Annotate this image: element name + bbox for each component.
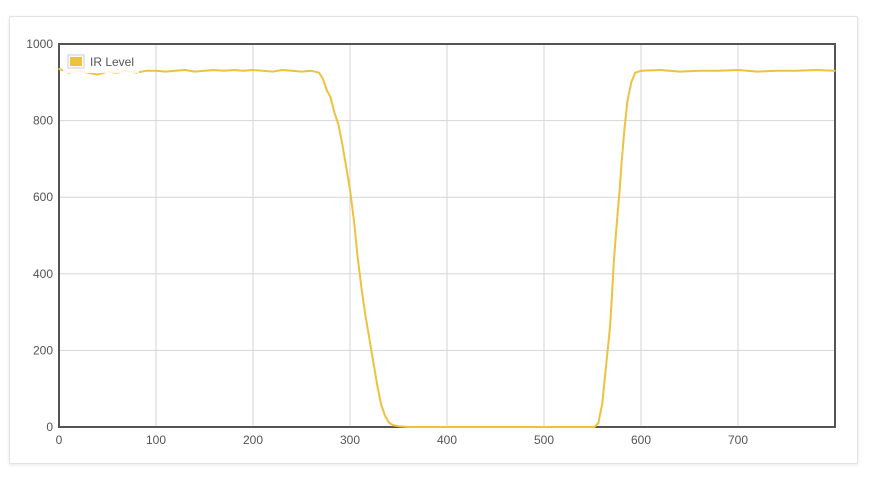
data-point bbox=[388, 421, 390, 424]
data-point bbox=[203, 70, 206, 72]
data-point bbox=[640, 70, 642, 72]
data-point bbox=[737, 69, 739, 71]
data-point bbox=[174, 70, 177, 72]
data-point bbox=[659, 69, 662, 71]
data-point bbox=[776, 70, 778, 72]
data-point bbox=[360, 288, 363, 290]
data-point bbox=[325, 89, 328, 91]
legend-swatch bbox=[70, 57, 82, 66]
data-point bbox=[281, 69, 283, 71]
data-point bbox=[543, 426, 545, 428]
data-point bbox=[582, 426, 584, 428]
data-point bbox=[620, 161, 623, 164]
data-point bbox=[357, 257, 359, 260]
y-tick-label: 800 bbox=[33, 114, 53, 128]
legend-label: IR Level bbox=[90, 55, 134, 69]
data-point bbox=[756, 70, 759, 73]
data-point bbox=[353, 219, 355, 221]
data-point bbox=[333, 112, 336, 114]
data-point bbox=[341, 142, 344, 145]
data-point bbox=[232, 69, 235, 71]
data-point bbox=[795, 70, 797, 72]
data-point bbox=[623, 127, 626, 130]
data-point bbox=[291, 70, 293, 72]
data-point bbox=[446, 426, 448, 428]
x-tick-label: 0 bbox=[56, 433, 63, 447]
x-tick-label: 400 bbox=[437, 433, 457, 447]
data-point bbox=[593, 426, 596, 428]
data-point bbox=[609, 326, 611, 329]
data-point bbox=[698, 70, 700, 72]
chart-panel bbox=[9, 16, 858, 464]
data-point bbox=[184, 69, 186, 71]
y-tick-label: 600 bbox=[33, 190, 53, 204]
data-point bbox=[97, 73, 99, 76]
data-point bbox=[618, 188, 621, 191]
legend-swatch-frame bbox=[67, 54, 85, 69]
x-tick-label: 700 bbox=[728, 433, 748, 447]
data-point bbox=[345, 165, 347, 168]
data-point bbox=[300, 70, 303, 73]
data-point bbox=[834, 70, 836, 72]
data-point bbox=[597, 422, 600, 425]
y-axis-ticks: 0 200 400 600 800 1000 bbox=[26, 37, 53, 434]
data-point bbox=[615, 234, 617, 237]
data-point bbox=[372, 361, 375, 363]
data-point bbox=[322, 77, 324, 80]
x-tick-label: 300 bbox=[340, 433, 360, 447]
data-point bbox=[145, 70, 148, 72]
data-point bbox=[364, 315, 367, 317]
data-point bbox=[368, 338, 371, 340]
data-point bbox=[223, 70, 225, 72]
y-tick-label: 200 bbox=[33, 343, 53, 357]
data-point bbox=[407, 426, 410, 428]
data-point bbox=[613, 261, 615, 264]
data-point bbox=[310, 70, 313, 72]
grid bbox=[58, 43, 835, 428]
data-point bbox=[391, 424, 394, 426]
data-point bbox=[242, 70, 245, 72]
data-point bbox=[318, 71, 320, 74]
data-point bbox=[337, 123, 340, 126]
data-point bbox=[349, 188, 351, 191]
data-point bbox=[164, 70, 167, 73]
data-point bbox=[261, 70, 264, 72]
data-point bbox=[679, 70, 681, 73]
data-point bbox=[605, 364, 607, 367]
data-point bbox=[611, 296, 613, 298]
data-point bbox=[717, 70, 720, 72]
data-point bbox=[630, 81, 633, 84]
data-point bbox=[616, 211, 619, 214]
data-point bbox=[252, 69, 254, 71]
x-tick-label: 200 bbox=[243, 433, 263, 447]
data-point bbox=[384, 414, 386, 417]
x-tick-label: 500 bbox=[534, 433, 554, 447]
data-point bbox=[634, 71, 636, 74]
data-point bbox=[626, 100, 629, 103]
y-tick-label: 400 bbox=[33, 267, 53, 281]
data-point bbox=[194, 70, 196, 73]
data-point bbox=[380, 403, 382, 405]
data-point bbox=[376, 384, 379, 386]
legend: IR Level bbox=[63, 51, 139, 73]
x-tick-label: 600 bbox=[631, 433, 651, 447]
y-tick-label: 0 bbox=[46, 420, 53, 434]
data-point bbox=[601, 403, 603, 405]
data-point bbox=[271, 70, 274, 73]
data-point bbox=[155, 70, 157, 72]
data-point bbox=[397, 425, 400, 428]
data-point bbox=[494, 426, 497, 428]
data-point bbox=[814, 69, 817, 71]
y-tick-label: 1000 bbox=[26, 37, 53, 51]
x-tick-label: 100 bbox=[146, 433, 166, 447]
data-point bbox=[213, 69, 215, 71]
data-point bbox=[58, 68, 60, 70]
data-point bbox=[329, 96, 332, 99]
x-axis-ticks: 0 100 200 300 400 500 600 700 bbox=[56, 433, 749, 447]
